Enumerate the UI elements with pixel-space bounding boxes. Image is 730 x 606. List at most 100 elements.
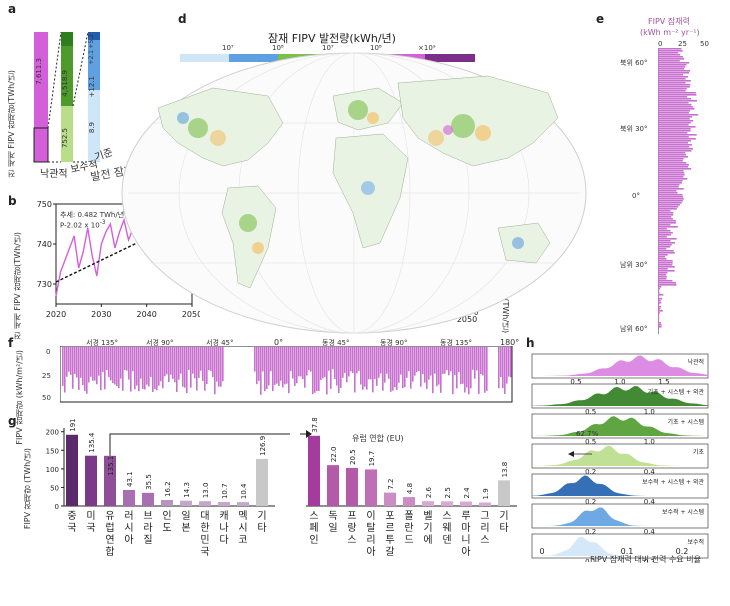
panel-e-bar-105 xyxy=(658,258,667,260)
panel-f-bar-56 xyxy=(174,347,176,383)
panel-f-bar-97 xyxy=(256,347,258,385)
h-tick-2-0: 0.5 xyxy=(585,438,596,446)
g-country-value-6: 14.3 xyxy=(183,482,191,498)
panel-f-bar-104 xyxy=(270,347,272,372)
panel-c-ytick-0: 0 xyxy=(474,309,478,317)
g-country-bar-0 xyxy=(66,434,78,506)
h-axis-tick-1: 0.1 xyxy=(621,547,634,556)
panel-e-bar-71 xyxy=(658,190,677,192)
g-country-bar-5 xyxy=(161,499,173,506)
panel-f-bar-108 xyxy=(278,347,280,386)
panel-f-bar-30 xyxy=(122,347,124,391)
panel-e-bar-46 xyxy=(658,140,691,142)
panel-f-bar-71 xyxy=(204,347,206,391)
g-eu-bar-3 xyxy=(365,469,377,506)
panel-f-label: f xyxy=(8,336,14,350)
g-country-cat-4-0: 브 xyxy=(143,510,152,522)
g-country-cat-10-0: 기 xyxy=(257,510,266,522)
g-country-bar-10 xyxy=(256,458,268,506)
g-country-cat-10-1: 타 xyxy=(257,522,266,534)
g-country-cat-6-1: 본 xyxy=(181,522,190,534)
panel-e-bar-109 xyxy=(658,266,675,268)
g-eu-value-0: 37.8 xyxy=(311,418,319,433)
panel-e-bar-15 xyxy=(658,78,686,80)
g-eu-cat-3-0: 이 xyxy=(366,510,375,522)
panel-f-bar-76 xyxy=(214,347,216,395)
panel-f-bar-181 xyxy=(424,347,426,383)
g-eu-value-2: 20.5 xyxy=(349,449,357,465)
legend-seg-1 xyxy=(180,54,229,62)
panel-e-bar-13 xyxy=(658,74,684,76)
g-country-value-1: 135.4 xyxy=(88,432,96,453)
panel-f-bar-18 xyxy=(98,347,100,376)
a-bar-label-1: 7,611.3 xyxy=(35,58,43,85)
g-country-value-9: 10.4 xyxy=(240,483,248,499)
h-density-2 xyxy=(532,416,708,436)
panel-f-lon-1: 서경 135° xyxy=(86,339,118,347)
panel-e-bar-119 xyxy=(658,286,662,288)
g-country-ytick-2: 100 xyxy=(46,466,59,474)
panel-e-unit: (kWh m⁻² yr⁻¹) xyxy=(640,28,700,37)
panel-f-bar-205 xyxy=(472,347,474,370)
panel-f-bar-33 xyxy=(128,347,130,380)
panel-f-bar-67 xyxy=(196,347,198,391)
panel-e-bar-43 xyxy=(658,134,697,136)
g-eu-cat-2-0: 프 xyxy=(347,511,356,522)
h-tick-1-1: 1.0 xyxy=(644,408,655,416)
panel-e-bar-4 xyxy=(658,56,683,58)
panel-f-bar-222 xyxy=(506,347,508,384)
g-country-bar-6 xyxy=(180,500,192,506)
panel-f-bar-155 xyxy=(372,347,374,393)
g-eu-cat-6-0: 벨 xyxy=(423,510,432,522)
panel-f-bar-40 xyxy=(142,347,144,389)
panel-f-bar-16 xyxy=(94,347,96,381)
panel-f-bar-128 xyxy=(318,347,320,391)
g-eu-bar-2 xyxy=(346,467,358,506)
panel-f-bar-11 xyxy=(84,347,86,391)
h-tick-3-0: 0.2 xyxy=(585,468,596,476)
panel-f-bar-158 xyxy=(378,347,380,378)
g-eu-cat-0-1: 페 xyxy=(309,522,318,534)
panel-f-bar-50 xyxy=(162,347,164,389)
a-bar-label-5: +12.1 xyxy=(88,76,96,98)
panel-f-bar-47 xyxy=(156,347,158,391)
panel-f-bar-164 xyxy=(390,347,392,392)
panel-f-bar-79 xyxy=(220,347,222,387)
h-tick-6-1: 0.2 xyxy=(644,558,655,562)
g-country-bar-8 xyxy=(218,502,230,506)
g-country-value-0: 191.8 xyxy=(69,418,77,432)
panel-f-bar-0 xyxy=(62,347,64,386)
g-country-ytick-3: 150 xyxy=(46,447,59,455)
bar-base-sys-fac xyxy=(61,32,73,46)
panel-f-ytick-2: 50 xyxy=(42,394,51,402)
panel-f-bar-188 xyxy=(438,347,440,385)
g-eu-arrowhead xyxy=(306,430,312,438)
panel-e-bar-114 xyxy=(658,276,667,278)
continent-europe xyxy=(332,87,404,131)
panel-f-bar-3 xyxy=(68,347,70,372)
g-eu-cat-8-3: 아 xyxy=(461,546,470,558)
panel-b-xtick-3: 2050 xyxy=(182,310,200,319)
g-eu-value-10: 13.8 xyxy=(501,462,509,478)
panel-e-bar-131 xyxy=(658,310,663,312)
panel-e-bar-95 xyxy=(658,238,677,240)
panel-e-bar-0 xyxy=(658,48,682,50)
panel-e-bar-103 xyxy=(658,254,668,256)
g-eu-bar-10 xyxy=(498,480,510,506)
panel-f-bar-139 xyxy=(340,347,342,388)
g-eu-bar-0 xyxy=(308,435,320,506)
panel-f-bar-129 xyxy=(320,347,322,380)
bar-base-sys xyxy=(61,46,73,106)
panel-f-lon-6: 동경 90° xyxy=(380,339,408,347)
bar-base xyxy=(61,106,73,162)
panel-f-bar-203 xyxy=(468,347,470,395)
panel-e-xtick-1: 25 xyxy=(678,40,687,48)
panel-e-bar-33 xyxy=(658,114,699,116)
panel-f-bar-7 xyxy=(76,347,78,378)
panel-a-bars xyxy=(33,31,100,163)
panel-f-ytick-1: 25 xyxy=(42,372,51,380)
panel-e-bar-110 xyxy=(658,268,668,270)
panel-f-bar-160 xyxy=(382,347,384,391)
g-country-cat-8-2: 다 xyxy=(219,534,228,546)
